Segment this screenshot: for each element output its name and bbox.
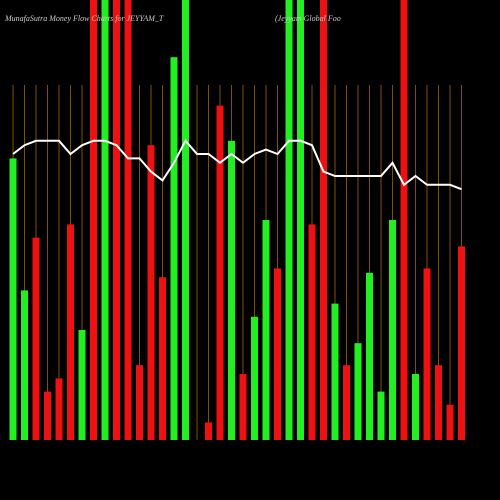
bar — [228, 140, 235, 441]
bar — [377, 391, 385, 440]
bar — [412, 374, 419, 440]
bar — [147, 145, 155, 440]
bar — [262, 220, 270, 440]
bar — [297, 0, 304, 440]
bar — [136, 365, 143, 440]
bar — [78, 330, 86, 440]
bar — [205, 422, 212, 440]
bar — [21, 290, 28, 440]
chart-title: MunafaSutra Money Flow Charts for JEYYAM… — [4, 14, 164, 23]
bar — [435, 365, 442, 440]
bar — [274, 268, 281, 440]
bar — [389, 220, 396, 440]
bar — [67, 224, 74, 440]
bar — [55, 378, 63, 440]
bar — [354, 343, 362, 440]
bar — [124, 0, 132, 440]
bar — [320, 0, 327, 440]
bar — [32, 237, 40, 440]
trend-line — [12, 139, 462, 191]
bar — [159, 277, 166, 440]
bar — [446, 404, 454, 440]
bar — [308, 224, 316, 440]
bar — [90, 0, 97, 440]
bar — [251, 316, 258, 440]
bar — [182, 0, 189, 440]
bar — [239, 374, 247, 440]
bar — [331, 303, 339, 440]
bar — [170, 57, 178, 440]
bar — [458, 246, 465, 440]
bar — [113, 0, 120, 440]
bar — [101, 0, 109, 440]
bar — [366, 272, 373, 440]
bar — [400, 0, 408, 440]
bar — [44, 391, 51, 440]
bar — [285, 0, 293, 440]
chart-subtitle: (Jeyyam Global Foo — [275, 14, 341, 23]
bar — [216, 105, 224, 440]
bar — [9, 158, 17, 440]
bar — [423, 268, 431, 440]
bar — [343, 365, 350, 440]
